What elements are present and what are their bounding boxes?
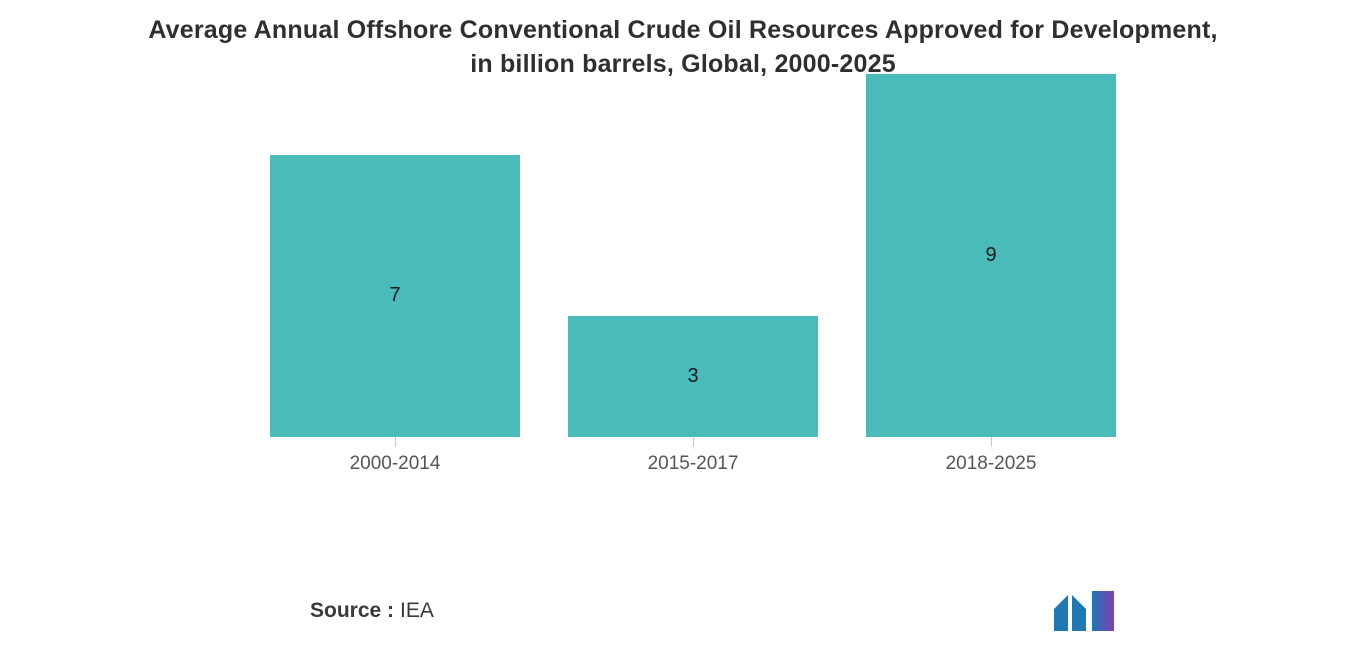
chart-title: Average Annual Offshore Conventional Cru… bbox=[120, 0, 1246, 82]
bar: 9 bbox=[866, 74, 1116, 437]
x-tick bbox=[693, 437, 694, 447]
x-tick bbox=[991, 437, 992, 447]
chart-title-line2: in billion barrels, Global, 2000-2025 bbox=[470, 50, 896, 78]
bar-column: 9 2018-2025 bbox=[866, 74, 1116, 475]
bar-value-label: 3 bbox=[687, 365, 698, 388]
bar-value-label: 7 bbox=[389, 284, 400, 307]
bar: 7 bbox=[270, 155, 520, 437]
mi-logo-icon bbox=[1054, 591, 1116, 631]
bar: 3 bbox=[568, 316, 818, 437]
source-text: Source : IEA bbox=[310, 599, 434, 623]
x-tick bbox=[395, 437, 396, 447]
bar-column: 3 2015-2017 bbox=[568, 316, 818, 475]
source-label: Source : bbox=[310, 599, 394, 623]
x-axis-label: 2015-2017 bbox=[648, 453, 739, 475]
bar-chart: 7 2000-2014 3 2015-2017 9 2018-2025 bbox=[270, 112, 1116, 475]
chart-title-line1: Average Annual Offshore Conventional Cru… bbox=[148, 16, 1217, 44]
source-row: Source : IEA bbox=[310, 591, 1116, 631]
source-value: IEA bbox=[400, 599, 434, 623]
bar-column: 7 2000-2014 bbox=[270, 155, 520, 475]
x-axis-label: 2018-2025 bbox=[946, 453, 1037, 475]
bar-value-label: 9 bbox=[985, 244, 996, 267]
x-axis-label: 2000-2014 bbox=[350, 453, 441, 475]
